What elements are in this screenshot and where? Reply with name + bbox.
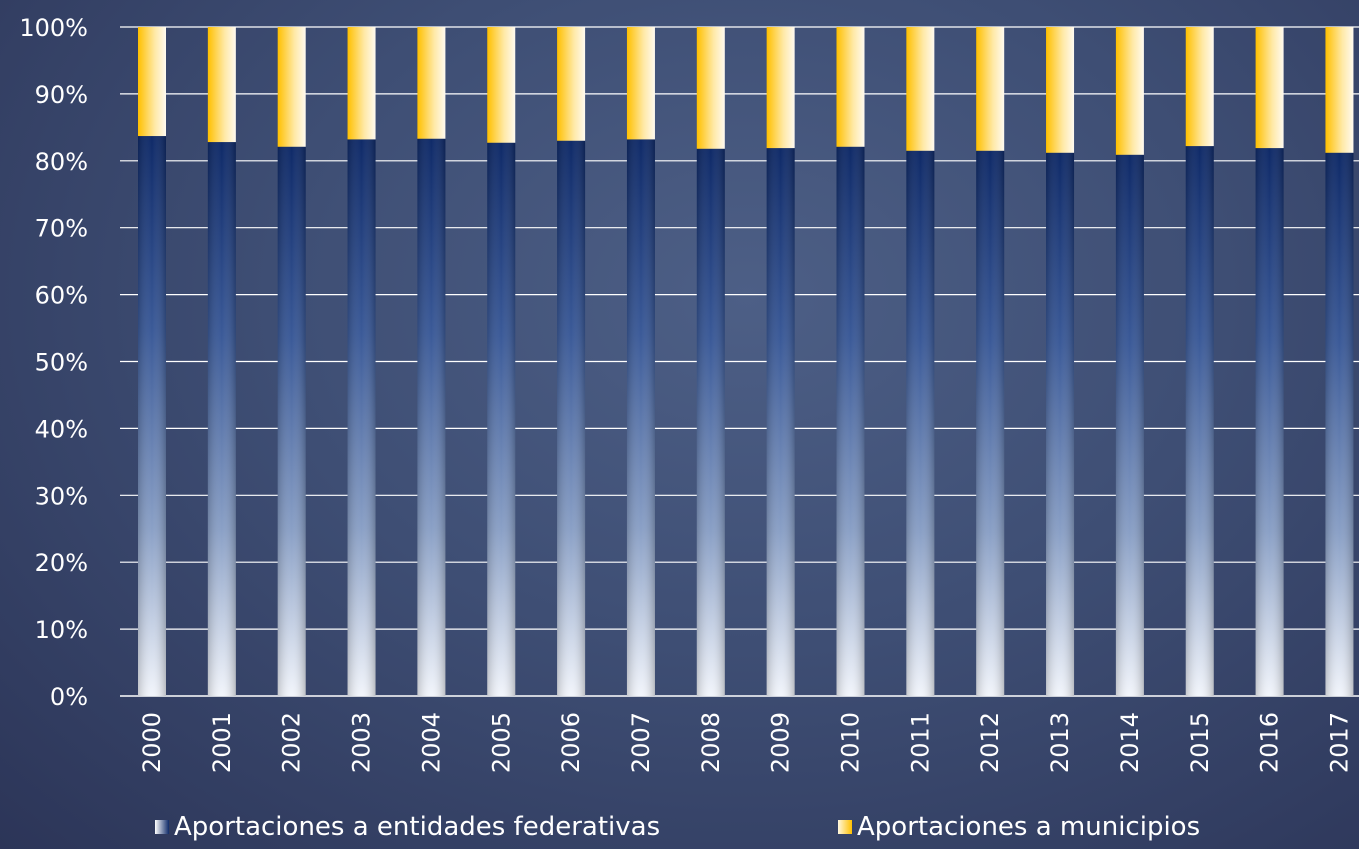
- x-tick-label: 2006: [557, 712, 585, 773]
- bar-municipios: [277, 27, 306, 147]
- bar-shading: [1046, 152, 1075, 697]
- bar-municipios: [557, 27, 586, 141]
- y-tick-label: 0%: [50, 683, 88, 711]
- bar-municipios: [766, 27, 795, 149]
- x-tick-label: 2011: [906, 712, 934, 773]
- bar-shading: [138, 136, 166, 696]
- legend-item-municipios: Aportaciones a municipios: [838, 812, 1200, 842]
- bar-municipios: [347, 27, 376, 140]
- bar-shading: [626, 139, 655, 697]
- bar-municipios: [417, 27, 446, 139]
- y-tick-label: 30%: [35, 482, 88, 510]
- legend-item-entidades: Aportaciones a entidades federativas: [155, 812, 660, 842]
- bar-shading: [347, 139, 376, 697]
- bar-municipios: [976, 27, 1005, 151]
- y-tick-label: 80%: [35, 148, 88, 176]
- bar-municipios: [1115, 27, 1144, 155]
- bars: [138, 27, 1354, 697]
- bar-shading: [557, 140, 586, 697]
- bar-municipios: [696, 27, 725, 149]
- x-tick-label: 2016: [1256, 712, 1284, 773]
- bar-municipios: [1185, 27, 1214, 147]
- y-tick-label: 10%: [35, 616, 88, 644]
- y-tick-label: 50%: [35, 349, 88, 377]
- x-tick-label: 2014: [1116, 712, 1144, 773]
- x-tick-label: 2008: [697, 712, 725, 773]
- bar-shading: [1185, 146, 1214, 696]
- y-tick-label: 90%: [35, 81, 88, 109]
- bar-municipios: [1046, 27, 1075, 153]
- bar-shading: [906, 150, 935, 696]
- bar-municipios: [207, 27, 236, 143]
- x-tick-label: 2005: [487, 712, 515, 773]
- x-tick-label: 2003: [348, 712, 376, 773]
- bar-shading: [207, 142, 236, 696]
- x-tick-label: 2007: [627, 712, 655, 773]
- bar-municipios: [487, 27, 516, 143]
- legend: Aportaciones a entidades federativas Apo…: [0, 812, 1359, 846]
- bar-shading: [417, 138, 446, 696]
- y-tick-label: 60%: [35, 282, 88, 310]
- x-tick-label: 2004: [417, 712, 445, 773]
- bar-municipios: [836, 27, 865, 147]
- bar-shading: [277, 146, 306, 697]
- x-tick-label: 2010: [837, 712, 865, 773]
- bar-shading: [696, 148, 725, 696]
- legend-label-entidades: Aportaciones a entidades federativas: [174, 812, 661, 842]
- legend-label-municipios: Aportaciones a municipios: [857, 812, 1201, 842]
- bar-municipios: [1255, 27, 1284, 149]
- x-tick-label: 2002: [278, 712, 306, 773]
- y-tick-label: 40%: [35, 415, 88, 443]
- y-tick-label: 20%: [35, 549, 88, 577]
- bar-shading: [976, 150, 1005, 696]
- x-tick-label: 2009: [767, 712, 795, 773]
- legend-swatch-gold: [838, 820, 852, 834]
- bar-municipios: [906, 27, 935, 151]
- x-tick-label: 2013: [1046, 712, 1074, 773]
- bar-municipios: [626, 27, 655, 140]
- x-tick-label: 2012: [976, 712, 1004, 773]
- x-tick-label: 2000: [138, 712, 166, 773]
- bar-municipios: [1325, 27, 1354, 153]
- y-tick-label: 70%: [35, 215, 88, 243]
- gridlines: [120, 26, 1359, 697]
- y-axis-tick-labels: 0% 10% 20% 30% 40% 50% 60% 70% 80% 90% 100%: [19, 14, 88, 711]
- bar-shading: [836, 146, 865, 697]
- bar-shading: [1255, 148, 1284, 697]
- y-tick-label: 100%: [19, 14, 88, 42]
- x-tick-label: 2017: [1325, 712, 1353, 773]
- legend-swatch-blue: [155, 820, 169, 834]
- bar-shading: [487, 142, 516, 696]
- x-axis-tick-labels: 2000 2001 2002 2003 2004 2005 2006 2007 2008 2009…: [138, 712, 1353, 773]
- bar-shading: [1325, 152, 1354, 697]
- x-tick-label: 2001: [208, 712, 236, 773]
- bar-shading: [766, 148, 795, 697]
- x-tick-label: 2015: [1186, 712, 1214, 773]
- bar-shading: [1115, 154, 1144, 697]
- bar-municipios: [138, 27, 166, 137]
